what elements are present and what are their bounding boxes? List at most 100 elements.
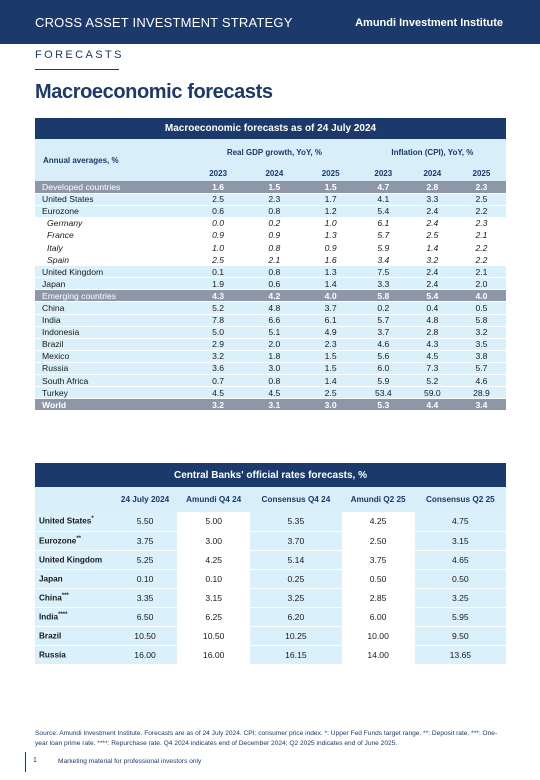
country-name: United Kingdom [35, 550, 113, 570]
country-name: Italy [35, 241, 190, 255]
central-bank-rates-table: Central Banks' official rates forecasts,… [35, 463, 506, 665]
forecast-value: 4.6 [456, 374, 506, 388]
forecast-value: 7.3 [407, 362, 457, 376]
country-label: United Kingdom [39, 555, 103, 565]
forecast-value: 2.3 [456, 181, 506, 194]
forecast-value: 2.8 [407, 326, 457, 339]
rate-column-header: Amundi Q2 25 [341, 487, 415, 512]
table-row: Japan 0.10 0.10 0.25 0.50 0.50 [35, 569, 506, 589]
top-banner: CROSS ASSET INVESTMENT STRATEGY Amundi I… [0, 0, 540, 44]
forecast-value: 2.4 [407, 265, 457, 279]
forecast-value: 3.3 [358, 277, 408, 291]
forecast-value: 1.5 [302, 181, 359, 194]
forecast-value: 1.4 [302, 277, 359, 291]
forecast-value: 2.1 [246, 253, 303, 267]
country-label: Brazil [39, 631, 62, 641]
forecast-value: 0.9 [190, 229, 247, 242]
forecast-value: 1.2 [302, 205, 359, 218]
forecast-value: 5.6 [358, 350, 408, 363]
country-name: Turkey [35, 386, 190, 400]
forecast-value: 4.3 [407, 338, 457, 351]
rate-value: 10.50 [113, 626, 178, 646]
table-row: Developed countries 1.6 1.5 1.5 4.7 2.8 2.3 [35, 181, 506, 194]
forecast-value: 6.0 [358, 362, 408, 376]
forecast-value: 1.5 [302, 362, 359, 376]
rate-value: 5.25 [113, 550, 178, 570]
forecast-value: 4.9 [302, 326, 359, 339]
rate-value: 4.25 [177, 550, 251, 570]
forecast-value: 3.7 [302, 301, 359, 315]
forecast-value: 3.2 [407, 253, 457, 267]
country-name: Germany [35, 217, 190, 230]
forecast-value: 0.5 [456, 301, 506, 315]
country-name: Japan [35, 569, 113, 589]
forecast-value: 1.8 [246, 350, 303, 363]
forecast-value: 4.0 [302, 289, 359, 303]
rate-value: 5.14 [250, 550, 342, 570]
forecast-value: 1.6 [302, 253, 359, 267]
forecast-value: 0.8 [246, 265, 303, 279]
forecast-value: 4.0 [456, 289, 506, 303]
forecast-value: 5.7 [358, 314, 408, 327]
forecast-value: 3.3 [407, 193, 457, 206]
country-name: France [35, 229, 190, 242]
footer-divider [25, 752, 26, 772]
rate-value: 4.25 [341, 512, 415, 532]
forecast-value: 3.4 [358, 253, 408, 267]
rate-value: 16.00 [177, 645, 251, 665]
forecast-value: 2.3 [302, 338, 359, 351]
rate-value: 16.00 [113, 645, 178, 665]
year-header: 2024 [246, 165, 303, 181]
forecast-value: 2.5 [407, 229, 457, 242]
rate-value: 0.25 [250, 569, 342, 589]
country-name: China*** [35, 588, 113, 608]
forecast-value: 5.7 [456, 362, 506, 376]
forecast-value: 2.4 [407, 205, 457, 218]
forecast-value: 0.6 [190, 205, 247, 218]
forecast-value: 2.5 [190, 193, 247, 206]
table-row: United States* 5.50 5.00 5.35 4.25 4.75 [35, 512, 506, 532]
rate-value: 3.35 [113, 588, 178, 608]
report-series-title: CROSS ASSET INVESTMENT STRATEGY [35, 15, 293, 30]
country-name: Mexico [35, 350, 190, 363]
rate-value: 5.00 [177, 512, 251, 532]
table-row: Turkey 4.5 4.5 2.5 53.4 59.0 28.9 [35, 386, 506, 400]
table-row: Brazil 10.50 10.50 10.25 10.00 9.50 [35, 626, 506, 646]
rate-value: 10.25 [250, 626, 342, 646]
table-row: South Africa 0.7 0.8 1.4 5.9 5.2 4.6 [35, 374, 506, 388]
forecast-value: 1.0 [302, 217, 359, 230]
gdp-group-header: Real GDP growth, YoY, % [190, 139, 359, 165]
forecast-value: 0.8 [246, 205, 303, 218]
forecast-value: 3.2 [456, 326, 506, 339]
forecast-value: 1.0 [190, 241, 247, 255]
forecast-value: 2.5 [302, 386, 359, 400]
forecast-value: 3.6 [190, 362, 247, 376]
forecast-value: 59.0 [407, 386, 457, 400]
table-row: Germany 0.0 0.2 1.0 6.1 2.4 2.3 [35, 217, 506, 230]
forecast-value: 4.5 [246, 386, 303, 400]
country-label: China [39, 593, 62, 603]
rate-value: 4.75 [414, 512, 506, 532]
country-label: Russia [39, 650, 66, 660]
rate-value: 6.20 [250, 607, 342, 627]
table-row: Mexico 3.2 1.8 1.5 5.6 4.5 3.8 [35, 350, 506, 363]
forecast-value: 28.9 [456, 386, 506, 400]
table-row: Russia 3.6 3.0 1.5 6.0 7.3 5.7 [35, 362, 506, 376]
country-name: United States* [35, 512, 113, 532]
table-row: United States 2.5 2.3 1.7 4.1 3.3 2.5 [35, 193, 506, 206]
forecast-value: 3.0 [302, 398, 359, 412]
forecast-value: 5.0 [190, 326, 247, 339]
rate-value: 4.65 [414, 550, 506, 570]
forecast-value: 5.1 [246, 326, 303, 339]
forecast-value: 5.4 [358, 205, 408, 218]
forecast-value: 0.2 [358, 301, 408, 315]
country-name: United Kingdom [35, 265, 190, 279]
rate-column-header: Amundi Q4 24 [177, 487, 251, 512]
rate-value: 3.75 [341, 550, 415, 570]
forecast-value: 2.1 [456, 229, 506, 242]
cpi-group-header: Inflation (CPI), YoY, % [358, 139, 506, 165]
rate-value: 3.25 [414, 588, 506, 608]
forecast-value: 0.2 [246, 217, 303, 230]
forecast-value: 1.4 [407, 241, 457, 255]
section-underline [35, 69, 119, 70]
